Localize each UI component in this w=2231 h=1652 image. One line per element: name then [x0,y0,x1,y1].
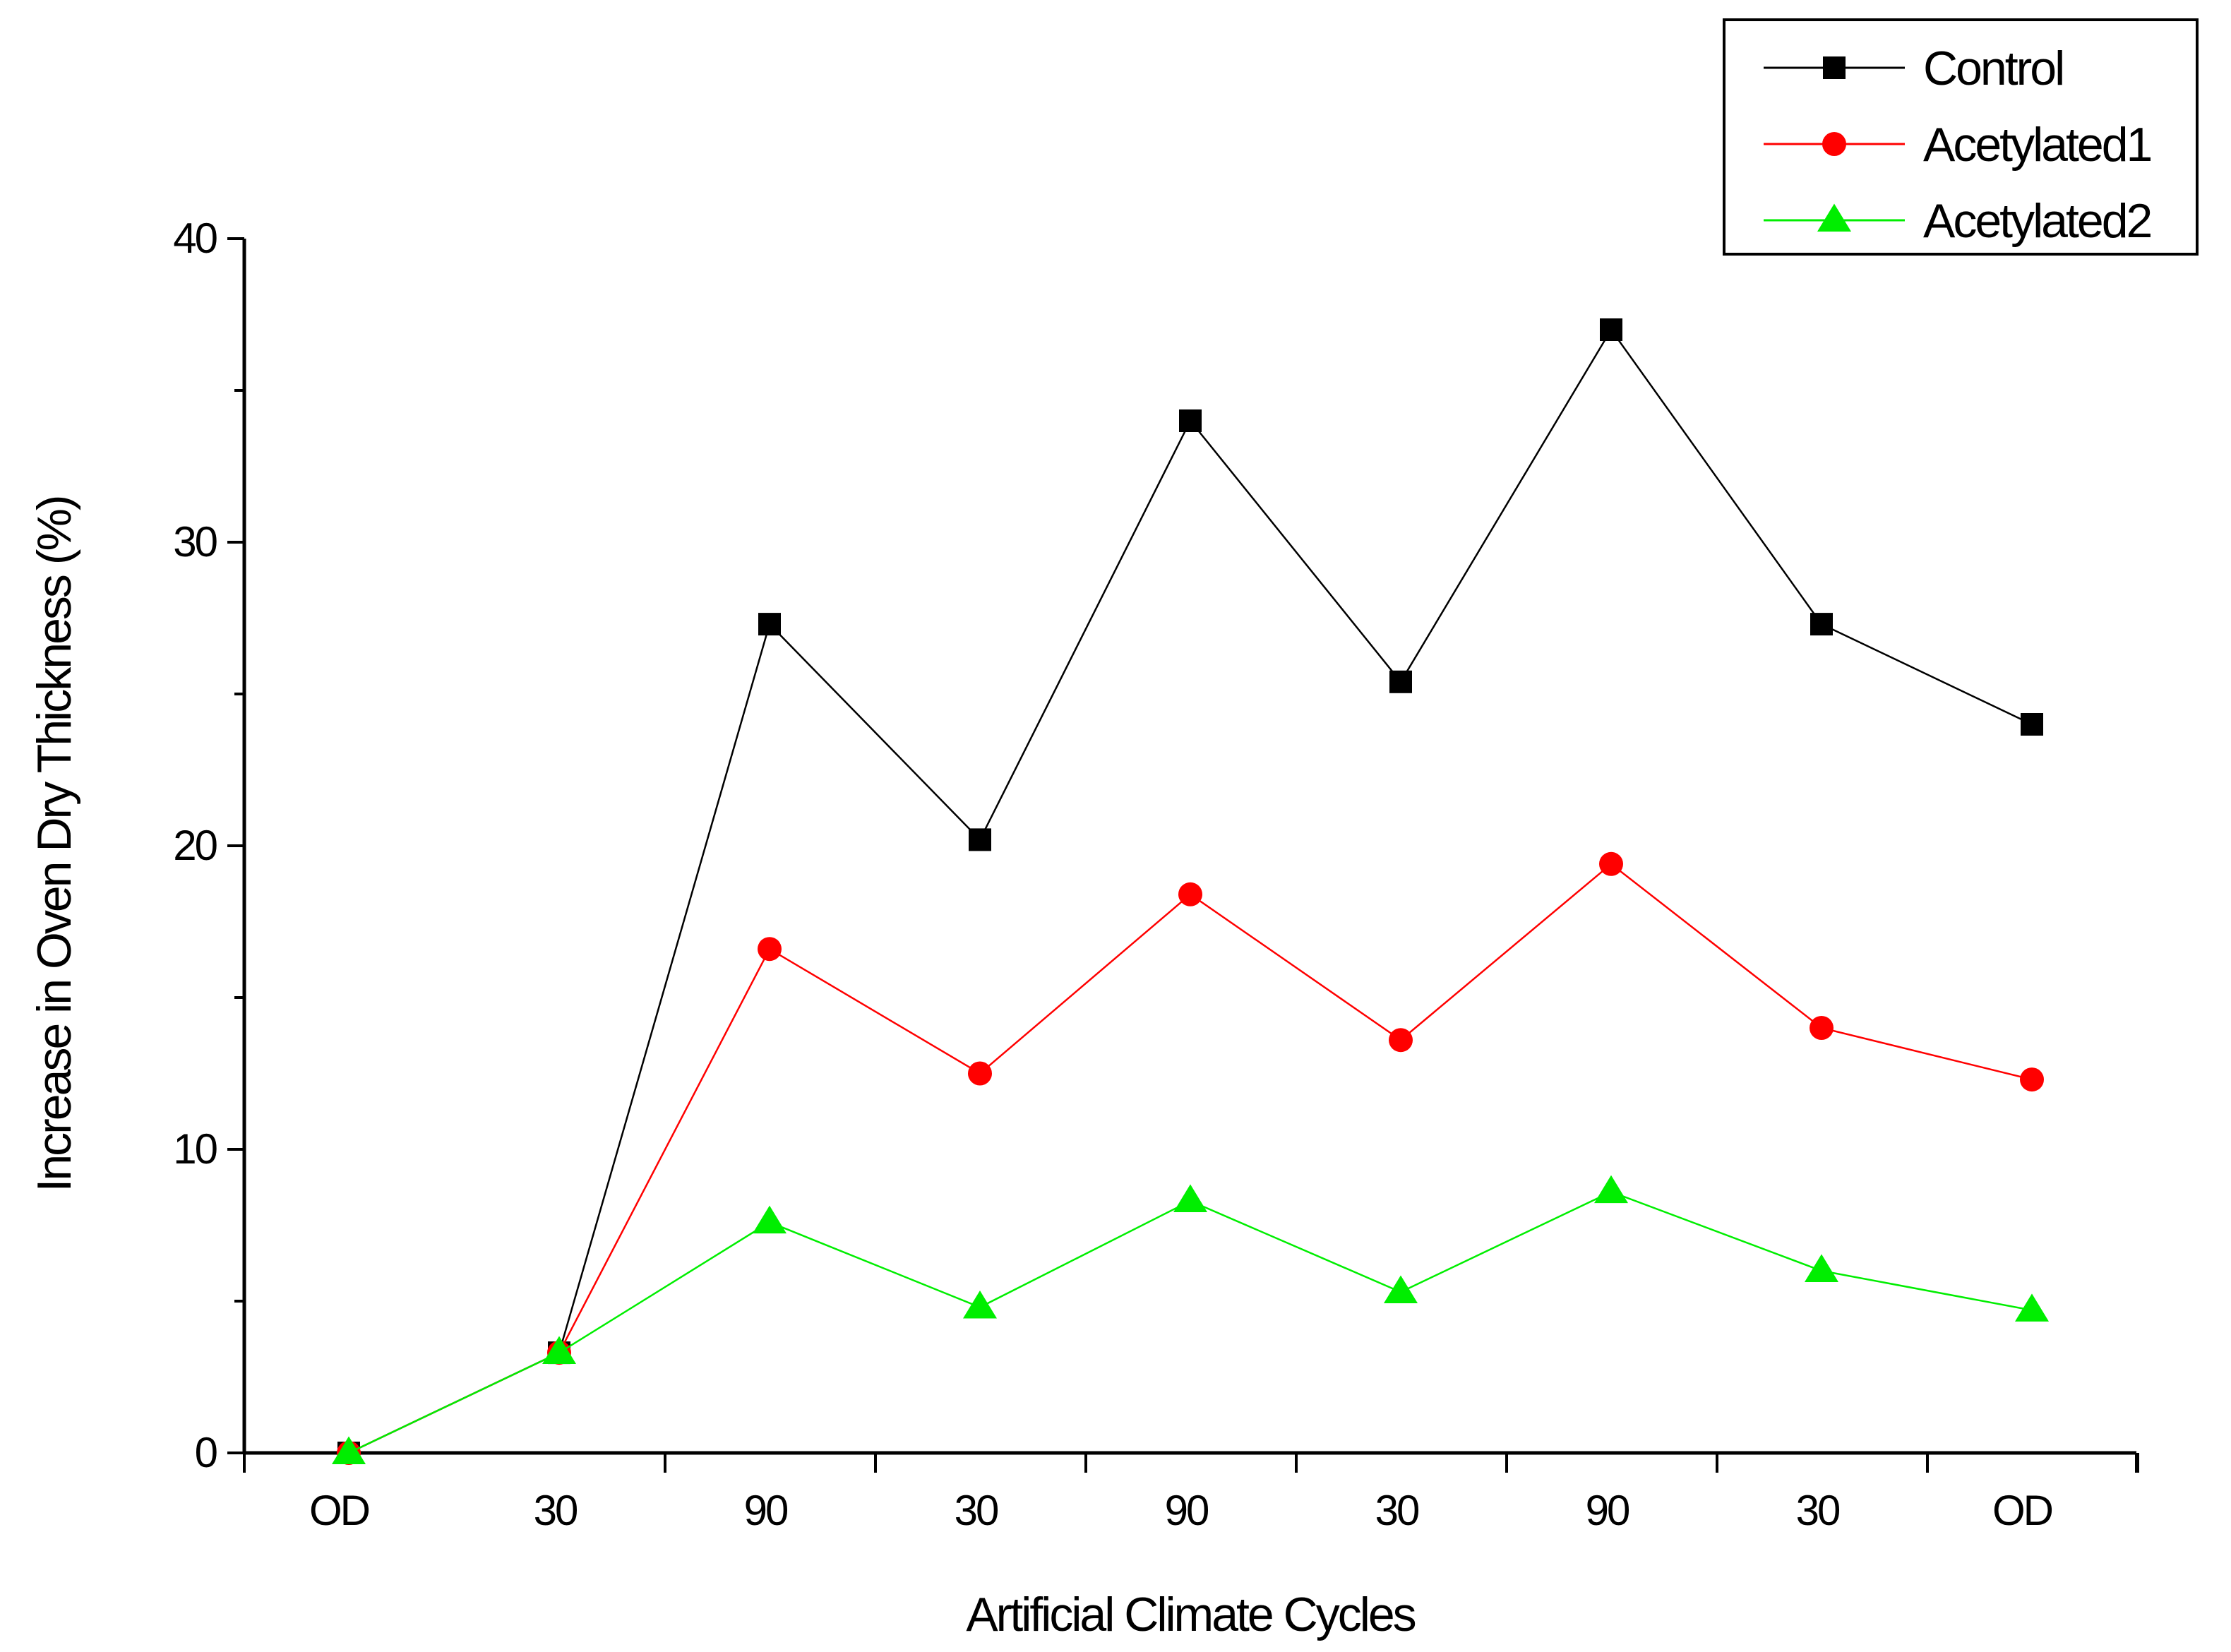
y-ticks: 0 10 20 30 40 [173,215,244,1476]
plot-area [332,318,2049,1465]
data-point-acetylated2 [1384,1275,1418,1304]
data-point-control [1600,318,1622,341]
data-point-acetylated1 [2020,1067,2044,1092]
x-tick-label: 30 [1796,1487,1840,1534]
legend-marker-acetylated2 [1817,203,1851,232]
data-point-acetylated2 [753,1205,786,1234]
data-point-acetylated1 [1389,1028,1413,1053]
data-point-control [969,828,991,851]
data-point-acetylated1 [1810,1016,1834,1040]
series-line-acetylated1 [348,863,2033,1454]
data-point-control [2021,713,2043,736]
legend-label-control: Control [1923,42,2063,95]
x-tick-label: 90 [744,1487,788,1534]
data-point-acetylated1 [968,1061,992,1086]
legend: Control Acetylated1 Acetylated2 [1723,18,2199,256]
x-tick-label: 90 [1165,1487,1209,1534]
x-tick-label: 90 [1586,1487,1629,1534]
data-point-acetylated1 [1599,851,1623,876]
x-tick-label: 30 [534,1487,578,1534]
data-point-acetylated2 [1594,1175,1628,1204]
data-point-acetylated2 [542,1336,576,1365]
data-point-acetylated2 [332,1436,366,1464]
y-tick-label: 40 [173,215,217,262]
legend-box [1723,18,2199,256]
x-tick-label: OD [309,1487,369,1534]
y-tick-label: 20 [173,822,217,869]
data-point-control [1179,409,1202,432]
data-point-control [758,613,781,636]
y-tick-label: 30 [173,518,217,565]
x-tick-label: 30 [1375,1487,1419,1534]
legend-marker-control [1823,56,1846,79]
x-ticks: OD 30 90 30 90 30 90 30 OD [243,1453,2139,1534]
series-acetylated1 [337,851,2044,1465]
x-tick-label: OD [1992,1487,2052,1534]
legend-label-acetylated2: Acetylated2 [1923,194,2151,248]
y-tick-label: 0 [195,1429,217,1476]
data-point-control [1810,613,1833,636]
data-point-acetylated1 [758,937,782,962]
data-point-acetylated2 [963,1291,997,1319]
x-axis-title: Artificial Climate Cycles [966,1588,1415,1641]
x-tick-label: 30 [955,1487,998,1534]
data-point-acetylated2 [1173,1184,1207,1213]
data-point-control [1389,670,1412,693]
legend-marker-acetylated1 [1822,132,1846,156]
series-line-acetylated2 [348,1190,2033,1454]
y-tick-label: 10 [173,1125,217,1173]
series-acetylated2 [332,1175,2049,1464]
data-point-acetylated2 [2015,1293,2049,1322]
y-axis-title: Increase in Oven Dry Thickness (%) [28,496,81,1192]
legend-label-acetylated1: Acetylated1 [1923,118,2151,172]
data-point-acetylated2 [1805,1254,1838,1282]
data-point-acetylated1 [1178,882,1202,906]
